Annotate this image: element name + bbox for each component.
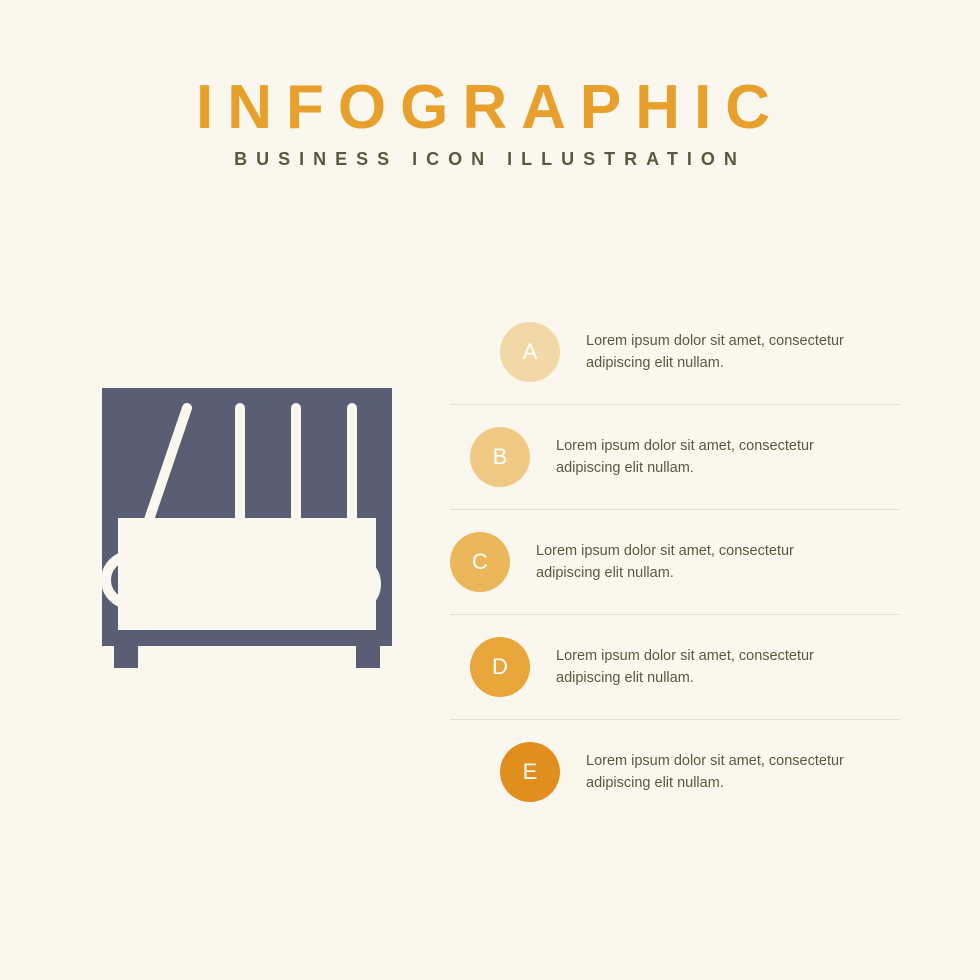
step-d: D Lorem ipsum dolor sit amet, consectetu…	[450, 615, 900, 720]
step-badge: E	[500, 742, 560, 802]
step-text: Lorem ipsum dolor sit amet, consectetur …	[586, 750, 900, 795]
step-text: Lorem ipsum dolor sit amet, consectetur …	[556, 435, 876, 480]
step-badge: A	[500, 322, 560, 382]
step-text: Lorem ipsum dolor sit amet, consectetur …	[556, 645, 876, 690]
step-text: Lorem ipsum dolor sit amet, consectetur …	[586, 330, 900, 375]
header: INFOGRAPHIC BUSINESS ICON ILLUSTRATION	[0, 0, 980, 170]
step-badge: C	[450, 532, 510, 592]
step-c: C Lorem ipsum dolor sit amet, consectetu…	[450, 510, 900, 615]
newtons-cradle-icon	[92, 378, 402, 678]
step-b: B Lorem ipsum dolor sit amet, consectetu…	[450, 405, 900, 510]
page-subtitle: BUSINESS ICON ILLUSTRATION	[0, 149, 980, 170]
steps-list: A Lorem ipsum dolor sit amet, consectetu…	[450, 300, 900, 824]
step-a: A Lorem ipsum dolor sit amet, consectetu…	[450, 300, 900, 405]
step-e: E Lorem ipsum dolor sit amet, consectetu…	[450, 720, 900, 824]
step-badge: B	[470, 427, 530, 487]
step-badge: D	[470, 637, 530, 697]
step-text: Lorem ipsum dolor sit amet, consectetur …	[536, 540, 856, 585]
page-title: INFOGRAPHIC	[0, 72, 980, 143]
